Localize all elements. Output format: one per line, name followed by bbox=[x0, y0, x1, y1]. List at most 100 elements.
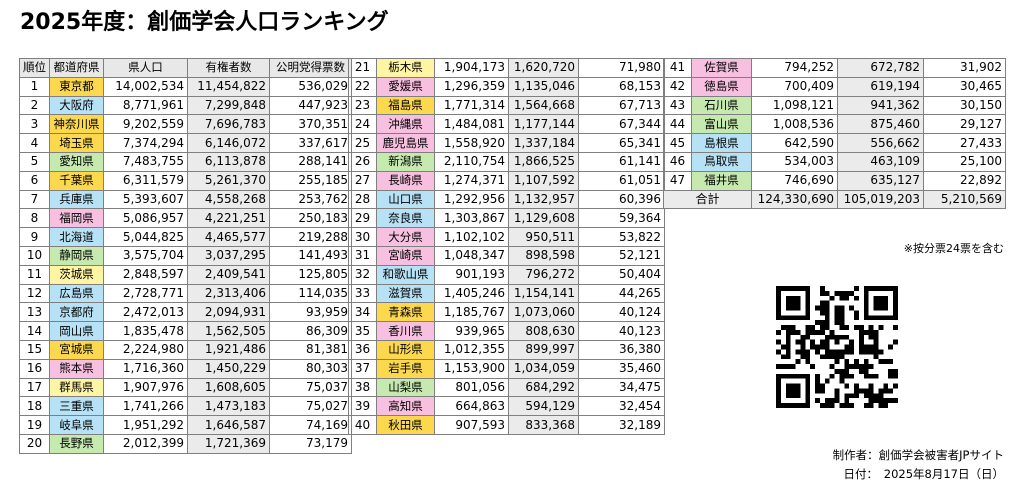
prefecture-cell: 千葉県 bbox=[49, 170, 104, 191]
rank-cell: 16 bbox=[19, 358, 50, 379]
voters-cell: 899,997 bbox=[508, 339, 579, 360]
total-population: 124,330,690 bbox=[751, 189, 838, 210]
voters-cell: 7,696,783 bbox=[187, 114, 270, 135]
population-cell: 1,292,956 bbox=[434, 189, 509, 210]
prefecture-cell: 北海道 bbox=[49, 227, 104, 247]
table-row: 31 宮崎県 1,048,347 898,598 52,121 bbox=[348, 245, 665, 266]
table-row: 23 福島県 1,771,314 1,564,668 67,713 bbox=[348, 95, 665, 116]
ranking-table-2: 21 栃木県 1,904,173 1,620,720 71,980 22 愛媛県 1,296,… bbox=[348, 58, 665, 435]
komeito-votes-cell: 250,183 bbox=[269, 208, 352, 229]
komeito-votes-cell: 67,713 bbox=[578, 95, 665, 116]
prefecture-cell: 岩手県 bbox=[376, 358, 435, 379]
komeito-votes-cell: 80,303 bbox=[269, 358, 352, 379]
voters-cell: 1,034,059 bbox=[508, 358, 579, 379]
komeito-votes-cell: 36,380 bbox=[578, 339, 665, 360]
prefecture-cell: 長野県 bbox=[49, 433, 104, 454]
voters-cell: 808,630 bbox=[508, 321, 579, 341]
population-cell: 1,008,536 bbox=[751, 114, 838, 135]
table-row: 39 高知県 664,863 594,129 32,454 bbox=[348, 396, 665, 417]
table-row: 17 群馬県 1,907,976 1,608,605 75,037 bbox=[19, 377, 352, 398]
voters-cell: 1,107,592 bbox=[508, 170, 579, 191]
table-row: 34 青森県 1,185,767 1,073,060 40,124 bbox=[348, 302, 665, 323]
prefecture-cell: 群馬県 bbox=[49, 377, 104, 398]
header-rank: 順位 bbox=[19, 58, 50, 78]
rank-cell: 17 bbox=[19, 377, 50, 398]
population-cell: 1,048,347 bbox=[434, 245, 509, 266]
prefecture-cell: 茨城県 bbox=[49, 264, 104, 285]
rank-cell: 40 bbox=[348, 415, 377, 435]
table-row: 43 石川県 1,098,121 941,362 30,150 bbox=[663, 95, 1006, 116]
prefecture-cell: 佐賀県 bbox=[691, 58, 752, 78]
rank-cell: 34 bbox=[348, 302, 377, 323]
voters-cell: 1,721,369 bbox=[187, 433, 270, 454]
komeito-votes-cell: 35,460 bbox=[578, 358, 665, 379]
table-row: 7 兵庫県 5,393,607 4,558,268 253,762 bbox=[19, 189, 352, 210]
table-row: 24 沖縄県 1,484,081 1,177,144 67,344 bbox=[348, 114, 665, 135]
rank-cell: 13 bbox=[19, 302, 50, 323]
voters-cell: 1,337,184 bbox=[508, 133, 579, 153]
population-cell: 1,716,360 bbox=[103, 358, 188, 379]
prefecture-cell: 高知県 bbox=[376, 396, 435, 417]
voters-cell: 1,177,144 bbox=[508, 114, 579, 135]
population-cell: 2,728,771 bbox=[103, 283, 188, 304]
komeito-votes-cell: 71,980 bbox=[578, 58, 665, 78]
population-cell: 1,951,292 bbox=[103, 415, 188, 435]
ranking-table-3: 41 佐賀県 794,252 672,782 31,902 42 徳島県 700,409 619… bbox=[663, 58, 1006, 210]
population-cell: 1,771,314 bbox=[434, 95, 509, 116]
table-row: 16 熊本県 1,716,360 1,450,229 80,303 bbox=[19, 358, 352, 379]
komeito-votes-cell: 61,051 bbox=[578, 170, 665, 191]
prefecture-cell: 愛媛県 bbox=[376, 76, 435, 97]
voters-cell: 796,272 bbox=[508, 264, 579, 285]
voters-cell: 941,362 bbox=[837, 95, 924, 116]
prefecture-cell: 山梨県 bbox=[376, 377, 435, 398]
prefecture-cell: 石川県 bbox=[691, 95, 752, 116]
komeito-votes-cell: 536,029 bbox=[269, 76, 352, 97]
table-row: 19 岐阜県 1,951,292 1,646,587 74,169 bbox=[19, 415, 352, 435]
population-cell: 5,086,957 bbox=[103, 208, 188, 229]
komeito-votes-cell: 60,396 bbox=[578, 189, 665, 210]
komeito-votes-cell: 86,309 bbox=[269, 321, 352, 341]
rank-cell: 6 bbox=[19, 170, 50, 191]
rank-cell: 21 bbox=[348, 58, 377, 78]
table-row: 10 静岡県 3,575,704 3,037,295 141,493 bbox=[19, 245, 352, 266]
prefecture-cell: 秋田県 bbox=[376, 415, 435, 435]
komeito-votes-cell: 30,465 bbox=[923, 76, 1006, 97]
population-cell: 6,311,579 bbox=[103, 170, 188, 191]
population-cell: 1,484,081 bbox=[434, 114, 509, 135]
voters-cell: 898,598 bbox=[508, 245, 579, 266]
table-row: 33 滋賀県 1,405,246 1,154,141 44,265 bbox=[348, 283, 665, 304]
table-row: 41 佐賀県 794,252 672,782 31,902 bbox=[663, 58, 1006, 78]
population-cell: 907,593 bbox=[434, 415, 509, 435]
rank-cell: 39 bbox=[348, 396, 377, 417]
voters-cell: 875,460 bbox=[837, 114, 924, 135]
voters-cell: 1,608,605 bbox=[187, 377, 270, 398]
table-row: 15 宮城県 2,224,980 1,921,486 81,381 bbox=[19, 339, 352, 360]
table-row: 45 島根県 642,590 556,662 27,433 bbox=[663, 133, 1006, 153]
qr-code[interactable] bbox=[776, 286, 898, 408]
table-row: 18 三重県 1,741,266 1,473,183 75,027 bbox=[19, 396, 352, 417]
population-cell: 2,472,013 bbox=[103, 302, 188, 323]
voters-cell: 1,564,668 bbox=[508, 95, 579, 116]
prefecture-cell: 福岡県 bbox=[49, 208, 104, 229]
table-row: 14 岡山県 1,835,478 1,562,505 86,309 bbox=[19, 321, 352, 341]
komeito-votes-cell: 93,959 bbox=[269, 302, 352, 323]
voters-cell: 1,132,957 bbox=[508, 189, 579, 210]
population-cell: 901,193 bbox=[434, 264, 509, 285]
rank-cell: 4 bbox=[19, 133, 50, 153]
population-cell: 642,590 bbox=[751, 133, 838, 153]
rank-cell: 15 bbox=[19, 339, 50, 360]
voters-cell: 556,662 bbox=[837, 133, 924, 153]
prefecture-cell: 鳥取県 bbox=[691, 151, 752, 172]
table-row: 11 茨城県 2,848,597 2,409,541 125,805 bbox=[19, 264, 352, 285]
voters-cell: 463,109 bbox=[837, 151, 924, 172]
table-row: 36 山形県 1,012,355 899,997 36,380 bbox=[348, 339, 665, 360]
voters-cell: 1,866,525 bbox=[508, 151, 579, 172]
population-cell: 1,907,976 bbox=[103, 377, 188, 398]
population-cell: 8,771,961 bbox=[103, 95, 188, 116]
komeito-votes-cell: 219,288 bbox=[269, 227, 352, 247]
ranking-table-1: 順位 都道府県 県人口 有権者数 公明党得票数 1 東京都 14,002,534 11… bbox=[19, 58, 352, 454]
voters-cell: 684,292 bbox=[508, 377, 579, 398]
voters-cell: 1,154,141 bbox=[508, 283, 579, 304]
voters-cell: 6,146,072 bbox=[187, 133, 270, 153]
population-cell: 1,102,102 bbox=[434, 227, 509, 247]
